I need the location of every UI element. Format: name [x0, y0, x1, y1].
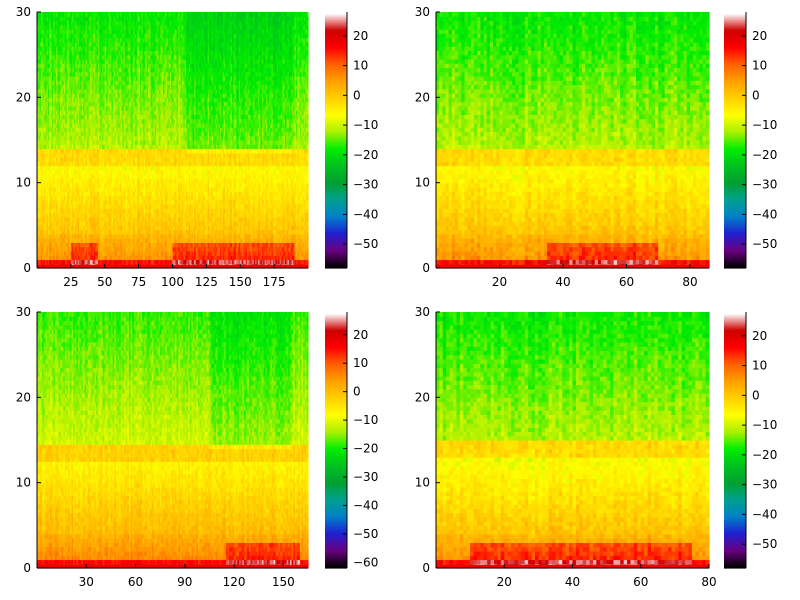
heatmap-cells [37, 12, 309, 269]
heatmap-panel-1: 25 50 75 100 125 150 175010203020100−10−20−30−… [16, 5, 379, 289]
